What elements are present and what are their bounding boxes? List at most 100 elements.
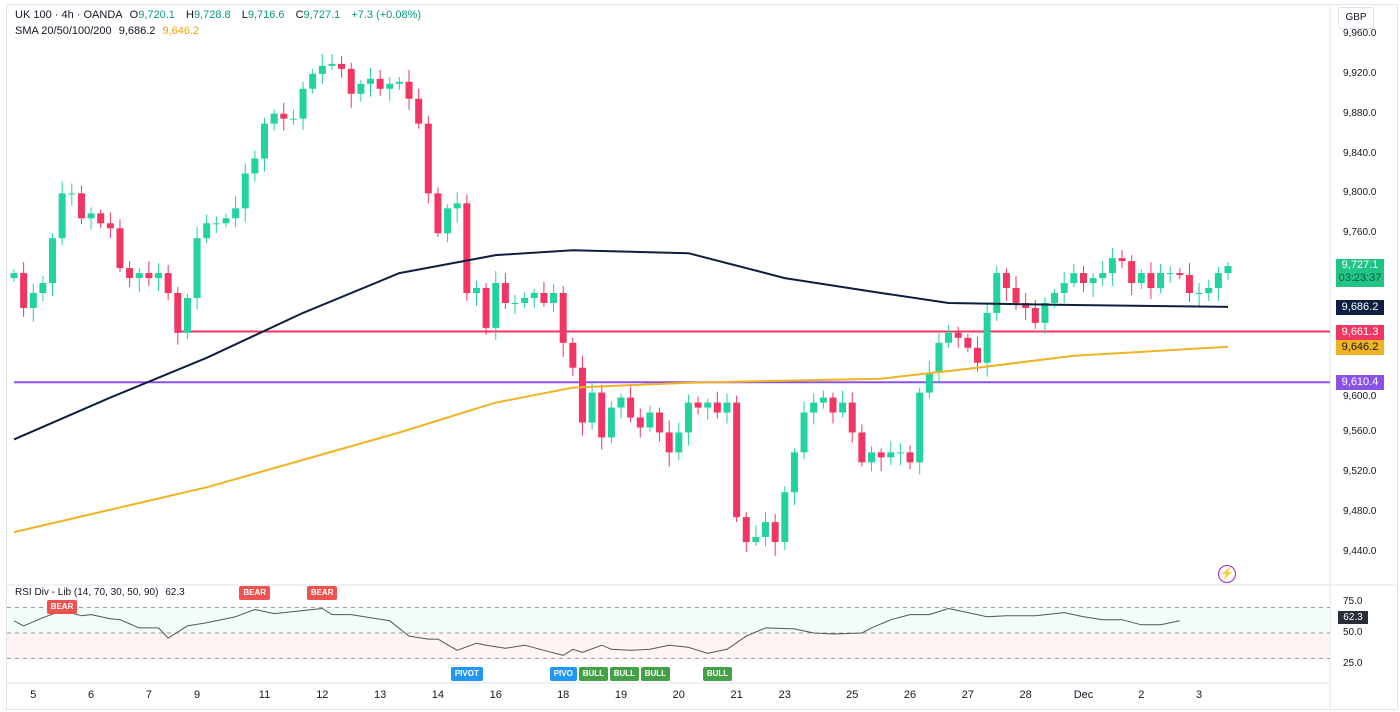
candle-body — [318, 65, 326, 74]
ohlc-close: C9,727.1 — [296, 9, 345, 21]
bull-marker: BULL — [640, 667, 671, 681]
candle-body — [1108, 258, 1116, 274]
sma-legend[interactable]: SMA 20/50/100/200 9,686.2 9,646.2 — [15, 25, 203, 37]
candle-body — [521, 297, 529, 303]
candle-body — [810, 402, 818, 413]
price-axis-label: 9,600.0 — [1343, 391, 1377, 402]
candle-body — [155, 273, 163, 279]
candle-body — [444, 208, 452, 234]
candle-body — [1031, 307, 1039, 323]
ohlc-high: H9,728.8 — [186, 9, 235, 21]
open-label: O — [129, 9, 139, 21]
candle-body — [106, 223, 114, 229]
candle-body — [839, 402, 847, 413]
time-axis-label: 23 — [778, 689, 791, 701]
candle-body — [1185, 275, 1193, 293]
price-axis-label: 9,560.0 — [1343, 426, 1377, 438]
candle-body — [800, 412, 808, 453]
candle-body — [1214, 273, 1222, 289]
candle-body — [1166, 273, 1174, 275]
candle-body — [550, 293, 558, 303]
open-value: 9,720.1 — [138, 9, 175, 21]
candle-body — [77, 193, 85, 219]
time-axis-label: 25 — [846, 689, 859, 701]
candle-body — [183, 297, 191, 333]
candle-body — [39, 283, 47, 293]
candle-body — [1137, 273, 1145, 284]
candle-body — [1089, 278, 1097, 284]
bear-marker: BEAR — [239, 586, 271, 600]
candle-body — [241, 173, 249, 209]
last-price-tag: 9,727.1 03:23:37 — [1336, 259, 1384, 287]
time-axis-label: 21 — [730, 689, 743, 701]
bull-marker: BULL — [578, 667, 609, 681]
candle-body — [868, 452, 876, 463]
candle-body — [415, 98, 423, 124]
candle-body — [49, 238, 57, 284]
sma2-value: 9,646.2 — [162, 25, 200, 37]
close-value: 9,727.1 — [303, 9, 341, 21]
rsi-legend[interactable]: RSI Div - Lib (14, 70, 30, 50, 90) 62.3 — [15, 587, 189, 599]
candle-body — [116, 228, 124, 269]
candle-body — [1012, 288, 1020, 303]
time-axis-label: Dec — [1073, 689, 1094, 701]
candle-body — [1070, 273, 1078, 284]
candle-body — [309, 73, 317, 89]
rsi-axis-50: 50.0 — [1343, 627, 1363, 638]
candle-body — [1022, 302, 1030, 308]
candle-body — [530, 293, 538, 298]
candle-body — [222, 218, 230, 224]
symbol-title[interactable]: UK 100 · 4h · OANDA — [15, 9, 123, 21]
candle-body — [1157, 273, 1165, 289]
time-axis-label: 27 — [961, 689, 974, 701]
candle-body — [328, 63, 336, 66]
candle-body — [752, 537, 760, 543]
change-value: +7.3 (+0.08%) — [351, 9, 422, 21]
candle-body — [906, 452, 914, 463]
candle-body — [742, 517, 750, 543]
candle-body — [482, 288, 490, 328]
time-axis-label: 14 — [431, 689, 445, 701]
alert-lightning-icon[interactable]: ⚡ — [1218, 565, 1236, 583]
candle-body — [289, 118, 297, 120]
time-axis-label: 18 — [557, 689, 570, 701]
candle-body — [299, 88, 307, 119]
candle-body — [135, 273, 143, 279]
candle-body — [656, 412, 664, 433]
time-axis-label: 19 — [614, 689, 628, 701]
currency-button[interactable]: GBP — [1338, 7, 1374, 29]
price-axis-label: 9,880.0 — [1343, 107, 1377, 119]
low-value: 9,716.6 — [247, 9, 285, 21]
candle-body — [1041, 302, 1049, 323]
price-axis-label: 9,960.0 — [1343, 28, 1377, 39]
candle-body — [636, 417, 644, 428]
time-axis-label: 12 — [316, 689, 329, 701]
sma100-line — [13, 249, 1229, 441]
candle-body — [280, 113, 288, 119]
candle-body — [472, 288, 480, 293]
candle-body — [1147, 273, 1155, 289]
candle-body — [20, 273, 28, 308]
bull-marker: BULL — [702, 667, 733, 681]
price-axis-label: 9,840.0 — [1343, 147, 1377, 159]
candle-body — [164, 273, 172, 293]
rsi-label: RSI Div - Lib (14, 70, 30, 50, 90) — [15, 587, 159, 598]
time-axis-label: 3 — [1196, 689, 1203, 701]
candle-body — [627, 397, 635, 418]
candle-body — [829, 397, 837, 413]
time-axis-label: 2 — [1138, 689, 1145, 701]
rsi-axis-25: 25.0 — [1343, 658, 1363, 669]
sma200-line — [13, 345, 1229, 534]
rsi-value: 62.3 — [165, 587, 185, 598]
candle-body — [1051, 293, 1059, 303]
candle-body — [723, 402, 731, 413]
candle-body — [1195, 293, 1203, 294]
candle-body — [453, 203, 461, 209]
candle-body — [501, 283, 509, 303]
candle-body — [1002, 273, 1010, 289]
candle-body — [790, 452, 798, 493]
price-axis-label: 9,800.0 — [1343, 187, 1377, 199]
candle-body — [68, 193, 76, 195]
candle-body — [366, 78, 374, 84]
